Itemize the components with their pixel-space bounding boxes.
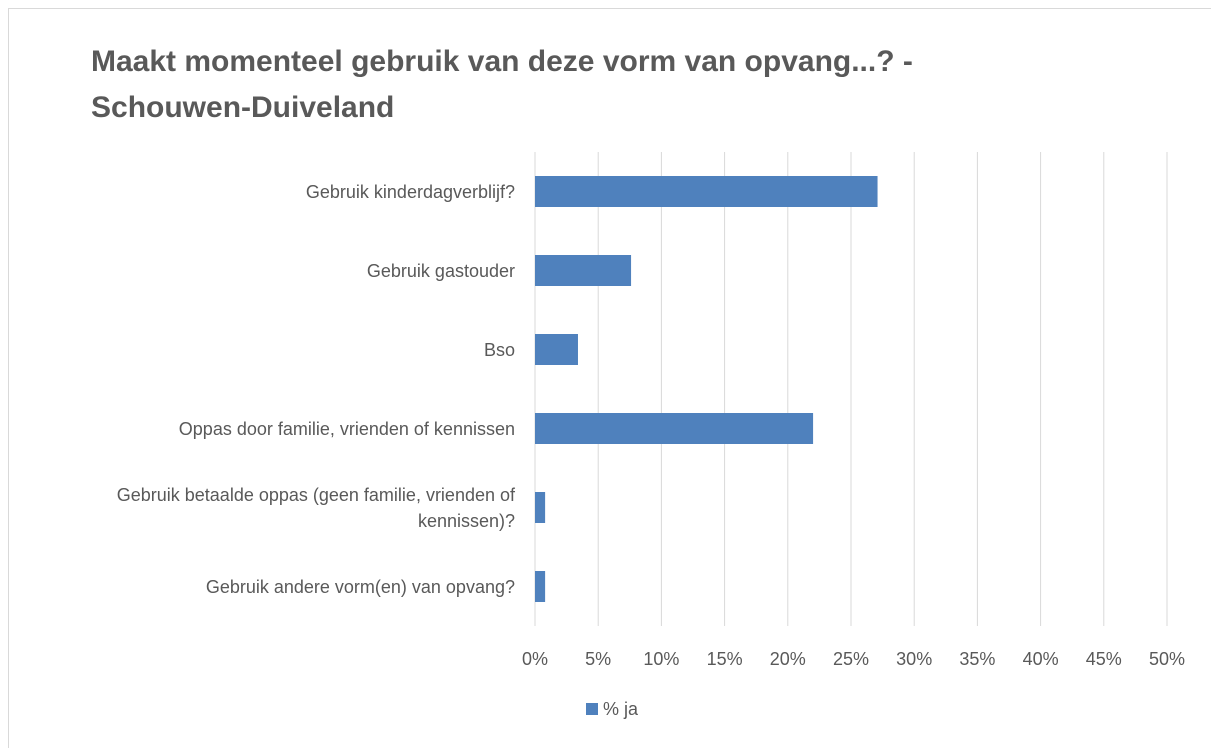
x-tick-label: 5%: [585, 649, 612, 669]
legend-swatch: [586, 703, 598, 715]
y-tick-label: Oppas door familie, vrienden of kennisse…: [178, 418, 515, 439]
y-tick-label: Gebruik gastouder: [366, 260, 515, 281]
x-tick-label: 35%: [959, 649, 996, 669]
x-tick-label: 20%: [769, 649, 806, 669]
bar: [535, 176, 878, 207]
y-tick-label: Gebruik betaalde oppas (geen familie, vr…: [116, 484, 515, 531]
bar: [535, 334, 578, 365]
chart-title: Maakt momenteel gebruik van deze vorm va…: [91, 45, 913, 124]
y-tick-label: Bso: [483, 339, 515, 360]
y-tick-label: Gebruik andere vorm(en) van opvang?: [205, 576, 515, 597]
x-tick-label: 25%: [832, 649, 870, 669]
bar: [535, 255, 632, 286]
plot: [534, 152, 1168, 715]
chart: Maakt momenteel gebruik van deze vorm va…: [8, 8, 1211, 748]
x-tick-label: 15%: [706, 649, 743, 669]
legend-label: % ja: [603, 699, 639, 719]
x-tick-label: 40%: [1022, 649, 1059, 669]
bar: [535, 413, 814, 444]
bar: [535, 571, 546, 602]
x-tick-label: 10%: [643, 649, 680, 669]
x-tick-label: 30%: [896, 649, 933, 669]
x-tick-label: 50%: [1148, 649, 1186, 669]
x-tick-label: 45%: [1085, 649, 1122, 669]
bar: [535, 492, 546, 523]
x-tick-label: 0%: [521, 649, 548, 669]
y-tick-label: Gebruik kinderdagverblijf?: [305, 181, 515, 202]
